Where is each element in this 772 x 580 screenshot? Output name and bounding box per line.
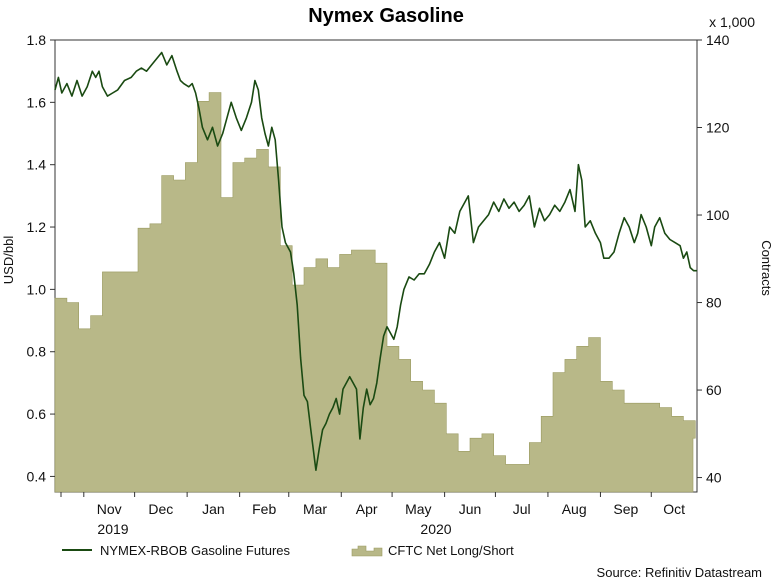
- left-tick-label: 1.2: [27, 219, 47, 235]
- rbob-line-series: [54, 51, 697, 472]
- x-month-label: Aug: [562, 501, 587, 517]
- legend-label-rbob: NYMEX-RBOB Gasoline Futures: [100, 543, 291, 558]
- chart-title: Nymex Gasoline: [308, 5, 464, 27]
- right-tick-label: 100: [706, 207, 730, 223]
- x-axis-ticks: Nov Dec Jan Feb Mar Apr May Jun Jul Aug Sep Oct 2019…: [60, 492, 685, 537]
- right-axis-label: Contracts: [759, 240, 772, 296]
- x-year-label: 2019: [97, 521, 128, 537]
- legend-area-swatch: [351, 545, 383, 557]
- cftc-area-path: [54, 92, 696, 493]
- right-tick-label: 80: [706, 295, 722, 311]
- x-month-label: Dec: [148, 501, 173, 517]
- left-tick-label: 1.6: [27, 94, 47, 110]
- x-month-label: Jan: [202, 501, 225, 517]
- left-tick-label: 1.0: [27, 281, 47, 297]
- x-month-label: Feb: [252, 501, 276, 517]
- left-tick-label: 1.4: [27, 157, 47, 173]
- right-tick-label: 40: [706, 470, 722, 486]
- left-axis-label: USD/bbl: [1, 236, 16, 285]
- right-axis-ticks: 40 60 80 100 120 140: [697, 32, 730, 486]
- source-note: Source: Refinitiv Datastream: [597, 565, 762, 580]
- left-tick-label: 0.6: [27, 406, 47, 422]
- cftc-area-series: [54, 92, 696, 493]
- x-month-label: Oct: [663, 501, 685, 517]
- left-tick-label: 0.8: [27, 344, 47, 360]
- x-month-label: Jul: [513, 501, 531, 517]
- x-month-label: Jun: [459, 501, 482, 517]
- right-tick-label: 120: [706, 120, 730, 136]
- left-tick-label: 1.8: [27, 32, 47, 48]
- left-axis-ticks: 0.4 0.6 0.8 1.0 1.2 1.4 1.6 1.8: [27, 32, 55, 484]
- right-tick-label: 140: [706, 32, 730, 48]
- x-month-label: Sep: [613, 501, 638, 517]
- x-year-label: 2020: [420, 521, 451, 537]
- x-month-label: Nov: [97, 501, 122, 517]
- left-tick-label: 0.4: [27, 468, 47, 484]
- x-month-label: May: [405, 501, 431, 517]
- legend-label-cftc: CFTC Net Long/Short: [388, 543, 514, 558]
- legend: NYMEX-RBOB Gasoline Futures CFTC Net Long…: [62, 543, 514, 558]
- right-tick-label: 60: [706, 382, 722, 398]
- x-month-label: Mar: [303, 501, 327, 517]
- right-axis-multiplier: x 1,000: [709, 14, 755, 30]
- rbob-line-path: [54, 51, 697, 472]
- x-month-label: Apr: [356, 501, 378, 517]
